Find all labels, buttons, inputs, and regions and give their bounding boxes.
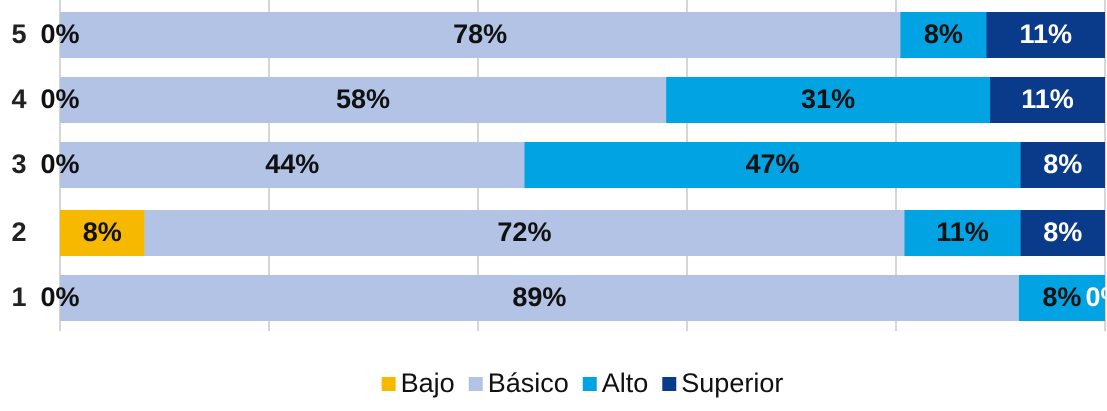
value-labels: 0% 78% 8% 11% 0% 58% 31% 11% 0% 44% 47% 8% 8% 72% 11% 8…: [40, 19, 1107, 312]
value-label: 8%: [1042, 282, 1081, 312]
bar-segment: [60, 77, 667, 123]
legend: Bajo Básico Alto Superior: [381, 368, 783, 398]
bar-segment: [60, 142, 525, 188]
category-label: 1: [11, 282, 26, 312]
legend-label: Bajo: [401, 368, 455, 398]
legend-item: Bajo: [381, 368, 455, 398]
value-label: 44%: [265, 149, 319, 179]
legend-item: Básico: [468, 368, 569, 398]
value-label: 0%: [40, 282, 79, 312]
bar-segment: [666, 77, 991, 123]
category-label: 2: [11, 217, 26, 247]
value-label: 72%: [497, 217, 551, 247]
value-label: 8%: [83, 217, 122, 247]
value-label: 8%: [924, 19, 963, 49]
bar-segment: [1020, 142, 1105, 188]
legend-label: Superior: [681, 368, 783, 398]
bar-segment: [1018, 275, 1105, 321]
legend-label: Alto: [602, 368, 649, 398]
bar-segment: [60, 210, 145, 256]
value-label: 47%: [745, 149, 799, 179]
bar-segment: [524, 142, 1021, 188]
legend-swatch: [662, 377, 677, 391]
value-label: 0%: [40, 19, 79, 49]
value-label: 0%: [40, 84, 79, 114]
value-label: 8%: [1043, 149, 1082, 179]
value-label: 31%: [801, 84, 855, 114]
value-label: 8%: [1043, 217, 1082, 247]
legend-swatch: [468, 377, 483, 391]
bar-segment: [986, 12, 1105, 58]
value-label: 11%: [1019, 19, 1072, 49]
bar-segment: [990, 77, 1105, 123]
legend-swatch: [381, 377, 396, 391]
legend-item: Superior: [662, 368, 783, 398]
legend-label: Básico: [488, 368, 569, 398]
bar-segment: [1020, 210, 1105, 256]
value-label: 11%: [1021, 84, 1074, 114]
legend-item: Alto: [582, 368, 649, 398]
value-label: 58%: [336, 84, 390, 114]
bar-segment: [904, 210, 1021, 256]
category-label: 4: [11, 84, 26, 114]
bar-segment: [900, 12, 987, 58]
value-label: 78%: [453, 19, 507, 49]
value-label: 11%: [936, 217, 989, 247]
bar-segment: [60, 12, 901, 58]
value-label: 0%: [40, 149, 79, 179]
category-label: 5: [11, 19, 26, 49]
category-label: 3: [11, 149, 26, 179]
value-label: 89%: [512, 282, 566, 312]
bar-segment: [60, 275, 1019, 321]
bar-segment: [144, 210, 905, 256]
value-label: 0%: [1085, 282, 1107, 312]
legend-swatch: [582, 377, 597, 391]
